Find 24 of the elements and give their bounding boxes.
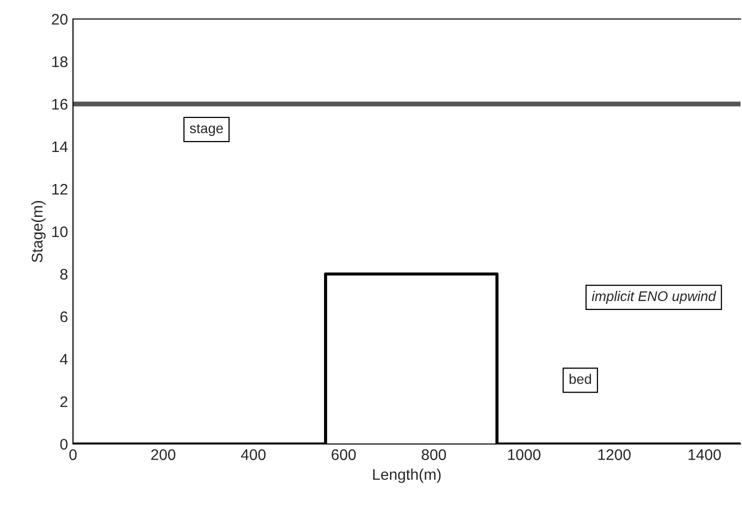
y-tick-label: 4 (60, 354, 68, 365)
y-tick-label: 0 (60, 438, 68, 450)
y-tick-label: 6 (60, 311, 68, 322)
x-tick-label: 1400 (688, 449, 721, 460)
y-tick-label: 20 (52, 14, 68, 25)
y-tick-label: 14 (52, 142, 68, 152)
y-tick-label: 2 (60, 396, 68, 408)
y-tick-label: 10 (52, 226, 68, 238)
x-tick-label: 600 (332, 449, 356, 460)
annotation: implicit ENO upwind (592, 290, 716, 304)
x-tick-label: 0 (69, 449, 77, 460)
x-tick-label: 1200 (598, 449, 631, 460)
y-tick-label: 12 (52, 184, 68, 195)
y-tick-label: 18 (52, 56, 68, 68)
x-tick-label: 1000 (508, 449, 540, 460)
series-label: stage (190, 124, 223, 136)
y-tick-label: 8 (60, 268, 68, 280)
x-tick-label: 200 (151, 449, 176, 460)
x-tick-label: 400 (241, 449, 266, 460)
text: bed (570, 374, 592, 384)
x-tick-label: 800 (422, 449, 446, 460)
x-axis-title: Length(m) (373, 468, 441, 483)
y-axis-title: Stage(m) (31, 201, 46, 262)
y-tick-label: 16 (52, 98, 68, 110)
